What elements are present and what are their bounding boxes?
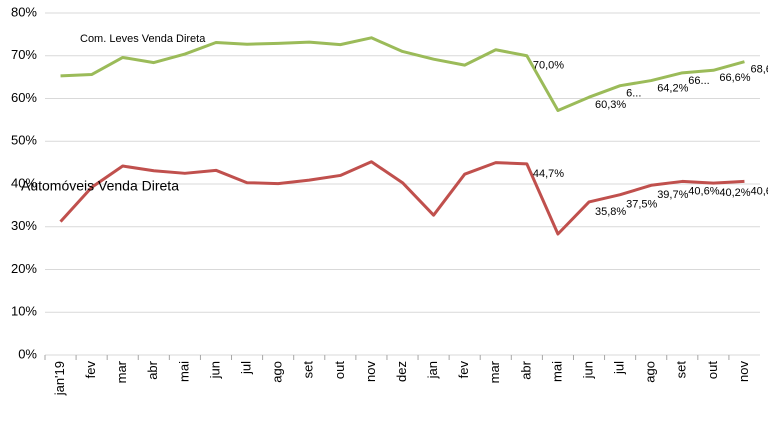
data-label: 64,2% <box>657 82 688 94</box>
y-tick-label: 40% <box>11 175 37 190</box>
x-tick-label: nov <box>736 361 751 382</box>
y-tick-label: 20% <box>11 261 37 276</box>
x-tick-label: set <box>301 361 316 379</box>
series-label: Com. Leves Venda Direta <box>80 33 206 45</box>
y-tick-label: 30% <box>11 218 37 233</box>
x-tick-label: jun <box>207 361 222 379</box>
y-tick-label: 70% <box>11 47 37 62</box>
data-label: 6... <box>626 88 641 100</box>
x-tick-label: jan'19 <box>52 361 67 396</box>
x-tick-label: mar <box>487 360 502 383</box>
data-label: 40,2% <box>719 187 750 199</box>
data-label: 68,6% <box>750 64 768 76</box>
x-tick-label: out <box>332 361 347 379</box>
data-label: 37,5% <box>626 199 657 211</box>
x-tick-label: jul <box>239 361 254 375</box>
x-tick-label: mai <box>549 361 564 382</box>
x-tick-label: jan <box>425 361 440 379</box>
data-label: 40,6% <box>750 185 768 197</box>
x-tick-label: jun <box>580 361 595 379</box>
y-tick-label: 50% <box>11 133 37 148</box>
x-tick-label: nov <box>363 361 378 382</box>
data-label: 40,6% <box>688 185 719 197</box>
y-tick-label: 60% <box>11 90 37 105</box>
y-tick-label: 80% <box>11 4 37 19</box>
x-tick-label: out <box>705 361 720 379</box>
x-tick-label: ago <box>270 361 285 383</box>
series-line <box>59 160 745 236</box>
x-tick-label: dez <box>394 361 409 382</box>
data-label: 66... <box>688 75 709 87</box>
x-tick-label: set <box>674 361 689 379</box>
x-tick-label: abr <box>518 360 533 379</box>
data-label: 39,7% <box>657 189 688 201</box>
data-label: 66,6% <box>719 72 750 84</box>
x-tick-label: ago <box>643 361 658 383</box>
y-tick-label: 0% <box>18 346 37 361</box>
data-label: 70,0% <box>533 60 564 72</box>
data-label: 35,8% <box>595 206 626 218</box>
x-tick-label: fev <box>83 361 98 379</box>
x-tick-label: mai <box>176 361 191 382</box>
series-label: Automóveis Venda Direta <box>21 178 179 194</box>
y-tick-label: 10% <box>11 304 37 319</box>
x-tick-label: jul <box>612 361 627 375</box>
data-label: 60,3% <box>595 99 626 111</box>
x-tick-label: mar <box>114 360 129 383</box>
series-line <box>60 36 745 112</box>
data-label: 44,7% <box>533 168 564 180</box>
x-tick-label: abr <box>145 360 160 379</box>
x-tick-label: fev <box>456 361 471 379</box>
